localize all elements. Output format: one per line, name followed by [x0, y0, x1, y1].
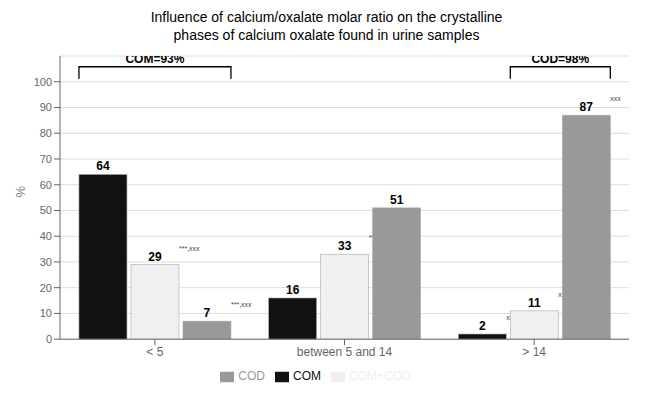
svg-text:50: 50: [40, 204, 52, 216]
svg-text:30: 30: [40, 256, 52, 268]
svg-text:< 5: < 5: [146, 345, 163, 359]
html-text:COM+COD: COM+COD: [349, 369, 411, 384]
svg-text:COD=98%: COD=98%: [531, 56, 589, 66]
html-text:COM: COM: [293, 369, 321, 384]
svg-text:2: 2: [479, 319, 486, 333]
svg-text:***,xxx: ***,xxx: [231, 301, 252, 308]
svg-text:11: 11: [528, 296, 541, 310]
html-text:phases of calcium oxalate foun: phases of calcium oxalate found in urine…: [173, 27, 480, 43]
svg-text:%: %: [13, 186, 28, 198]
svg-text:7: 7: [204, 306, 211, 320]
svg-text:0: 0: [46, 333, 52, 345]
svg-text:64: 64: [96, 159, 110, 173]
svg-text:33: 33: [338, 239, 352, 253]
svg-text:90: 90: [40, 101, 52, 113]
svg-text:60: 60: [40, 179, 52, 191]
html-text:Influence of calcium/oxalate m: Influence of calcium/oxalate molar ratio…: [150, 9, 503, 25]
svg-text:29: 29: [148, 250, 162, 264]
svg-text:87: 87: [580, 100, 594, 114]
svg-text:100: 100: [34, 76, 52, 88]
svg-text:20: 20: [40, 282, 52, 294]
svg-text:xxx: xxx: [610, 95, 621, 102]
svg-text:80: 80: [40, 127, 52, 139]
svg-text:between 5 and 14: between 5 and 14: [297, 345, 393, 359]
html-text:COD: COD: [238, 369, 265, 384]
svg-text:***,xxx: ***,xxx: [179, 245, 200, 252]
svg-text:> 14: > 14: [522, 345, 546, 359]
svg-text:16: 16: [286, 283, 300, 297]
svg-text:40: 40: [40, 230, 52, 242]
svg-text:COM=93%: COM=93%: [125, 56, 184, 66]
svg-text:70: 70: [40, 153, 52, 165]
svg-text:51: 51: [390, 193, 404, 207]
svg-text:10: 10: [40, 307, 52, 319]
